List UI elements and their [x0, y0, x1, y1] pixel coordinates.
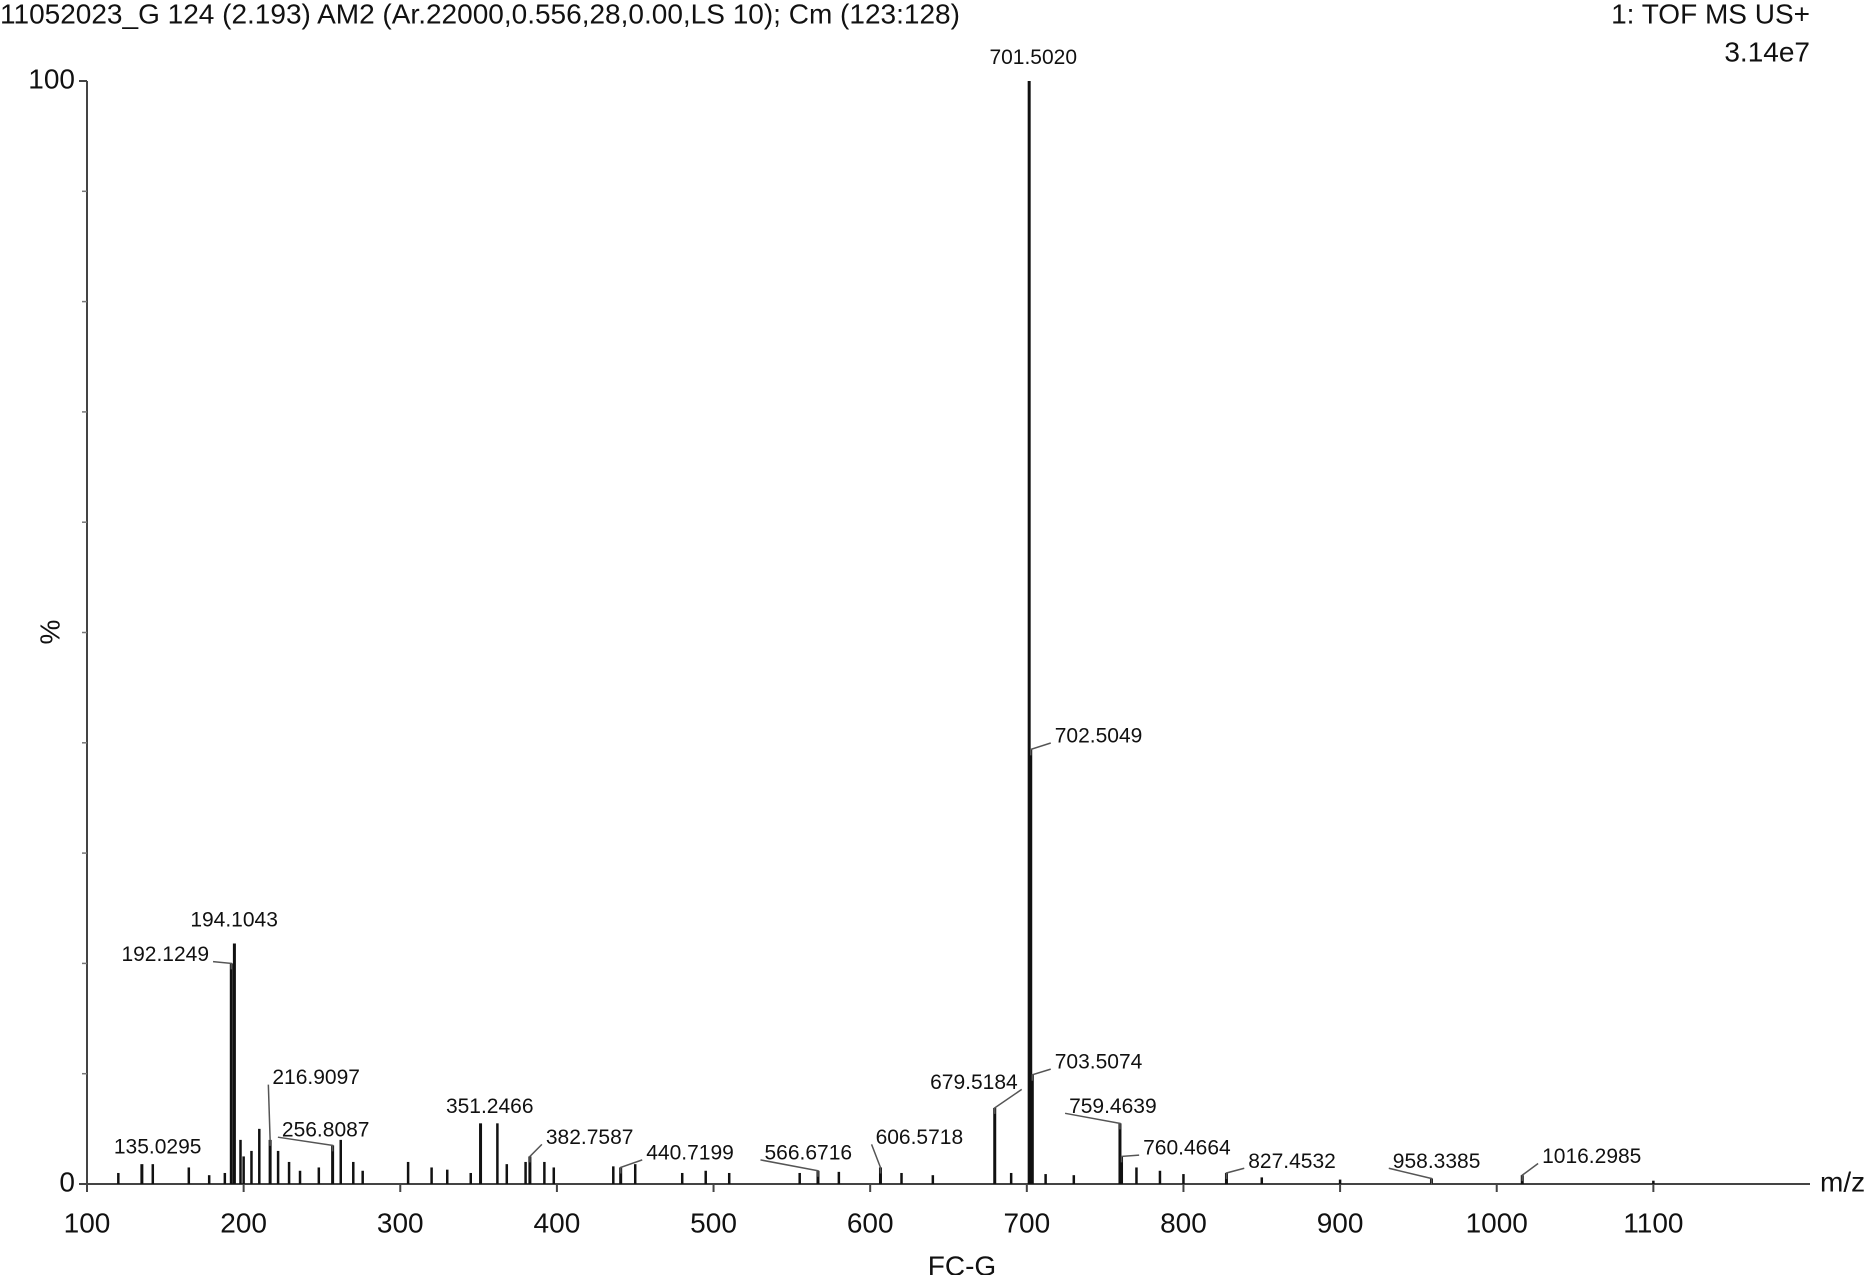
peak-label: 760.4664 [1143, 1137, 1231, 1160]
peak-label: 759.4639 [1069, 1095, 1157, 1118]
peak-label: 702.5049 [1055, 725, 1143, 748]
label-leader [1225, 1167, 1245, 1179]
label-leader [1031, 1068, 1051, 1081]
x-tick-label: 600 [847, 1207, 894, 1238]
label-leader [529, 1143, 543, 1163]
peak-label: 703.5074 [1055, 1051, 1143, 1074]
peak-label: 827.4532 [1248, 1150, 1336, 1173]
peak-label: 440.7199 [646, 1141, 734, 1164]
peak-label: 1016.2985 [1542, 1145, 1641, 1168]
label-leader [870, 1144, 882, 1174]
intensity-label: 3.14e7 [1724, 36, 1810, 67]
label-leader [267, 1084, 271, 1146]
label-leader [212, 960, 233, 970]
label-leader [1064, 1112, 1121, 1130]
label-leader [760, 1159, 819, 1177]
label-leader [993, 1088, 1023, 1114]
peak-label: 606.5718 [876, 1126, 964, 1149]
peak-label: 194.1043 [190, 909, 278, 932]
x-tick-label: 300 [377, 1207, 424, 1238]
peak-label: 679.5184 [930, 1071, 1018, 1094]
label-leader [277, 1136, 334, 1152]
y-tick-label: 100 [28, 63, 75, 94]
x-tick-label: 800 [1160, 1207, 1207, 1238]
label-leader [1388, 1167, 1433, 1185]
peak-label: 256.8087 [282, 1119, 370, 1142]
peak-label: 701.5020 [989, 46, 1077, 69]
x-tick-label: 900 [1317, 1207, 1364, 1238]
x-tick-label: 400 [534, 1207, 581, 1238]
x-tick-label: 1100 [1623, 1207, 1683, 1238]
peak-label: 566.6716 [764, 1141, 852, 1164]
x-tick-label: 200 [220, 1207, 267, 1238]
y-tick-label: 0 [59, 1166, 75, 1197]
x-tick-label: 700 [1003, 1207, 1050, 1238]
label-leader [619, 1159, 643, 1174]
x-tick-label: 500 [690, 1207, 737, 1238]
peak-label: 192.1249 [121, 943, 209, 966]
x-axis-label: m/z [1820, 1166, 1865, 1197]
peak-label: 351.2466 [446, 1095, 534, 1118]
label-leader [1521, 1162, 1539, 1182]
label-leader [1120, 1154, 1140, 1163]
chart-title: 11052023_G 124 (2.193) AM2 (Ar.22000,0.5… [0, 0, 960, 29]
peak-label: 216.9097 [272, 1066, 360, 1089]
peak-label: 135.0295 [114, 1135, 202, 1158]
x-tick-label: 1000 [1466, 1207, 1528, 1238]
y-axis-label: % [34, 620, 65, 645]
peak-label: 958.3385 [1393, 1150, 1481, 1173]
x-tick-label: 100 [64, 1207, 111, 1238]
peak-label: 382.7587 [546, 1126, 634, 1149]
label-leader [1029, 742, 1051, 756]
sample-label: FC-G [928, 1250, 996, 1275]
function-label: 1: TOF MS US+ [1611, 0, 1810, 29]
